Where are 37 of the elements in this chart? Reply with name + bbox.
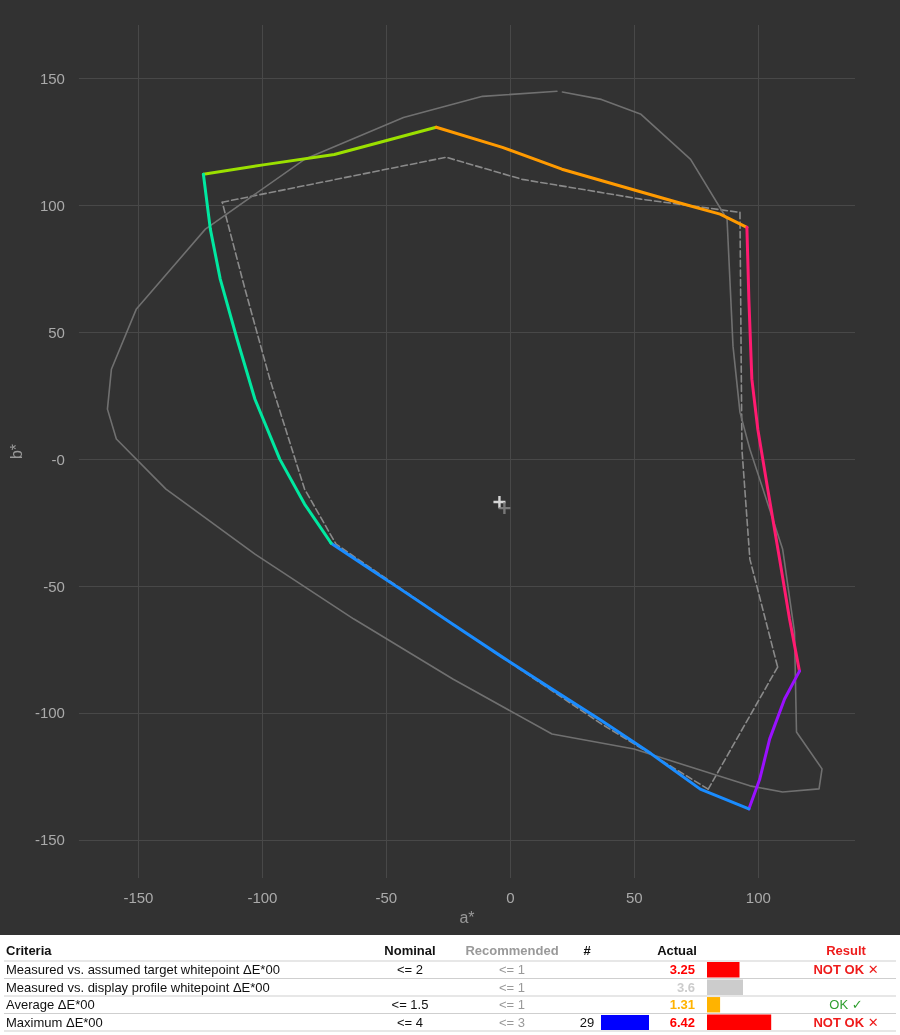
x-tick-label: 100 [745,889,771,906]
y-tick-label: Measured vs. display profile whitepoint ΔE*00 [6,979,270,995]
text: NOT OK ✕ [813,962,879,978]
x-tick-label: 0 [506,889,515,906]
y-tick-label: -50 [43,577,65,595]
text: NOT OK ✕ [813,1014,879,1030]
y-tick-label: -0 [51,450,65,468]
text: <= 1 [498,979,526,995]
text: 29 [579,1014,595,1030]
y-axis-title: b* [7,443,25,460]
data-label: 3.25 [669,962,695,978]
text: Actual [657,942,697,958]
y-tick-label: Measured vs. assumed target whitepoint ΔE*00 [6,962,280,978]
text: <= 1 [498,997,526,1013]
data-label: 1.31 [669,997,695,1013]
y-tick-label: -100 [34,704,65,722]
text: Result [826,942,867,958]
y-tick-label: 50 [48,323,65,341]
y-tick-label: 150 [39,69,65,87]
text: Nominal [384,942,436,958]
x-axis-title: a* [459,909,475,927]
text: Criteria [6,942,53,958]
text: # [583,942,592,958]
x-tick-label: -50 [375,889,398,906]
y-tick-label: Average ΔE*00 [6,997,95,1013]
text: <= 4 [396,1014,424,1030]
x-tick-label: 50 [625,889,643,906]
text: Recommended [465,942,559,958]
text: <= 1.5 [391,997,429,1013]
y-tick-label: -150 [34,831,65,849]
text: <= 2 [396,962,424,978]
text: <= 3 [498,1014,526,1030]
y-tick-label: Maximum ΔE*00 [6,1014,103,1030]
y-tick-label: 100 [39,196,65,214]
data-label: 6.42 [669,1014,695,1030]
text: OK ✓ [829,997,863,1013]
text: <= 1 [498,962,526,978]
